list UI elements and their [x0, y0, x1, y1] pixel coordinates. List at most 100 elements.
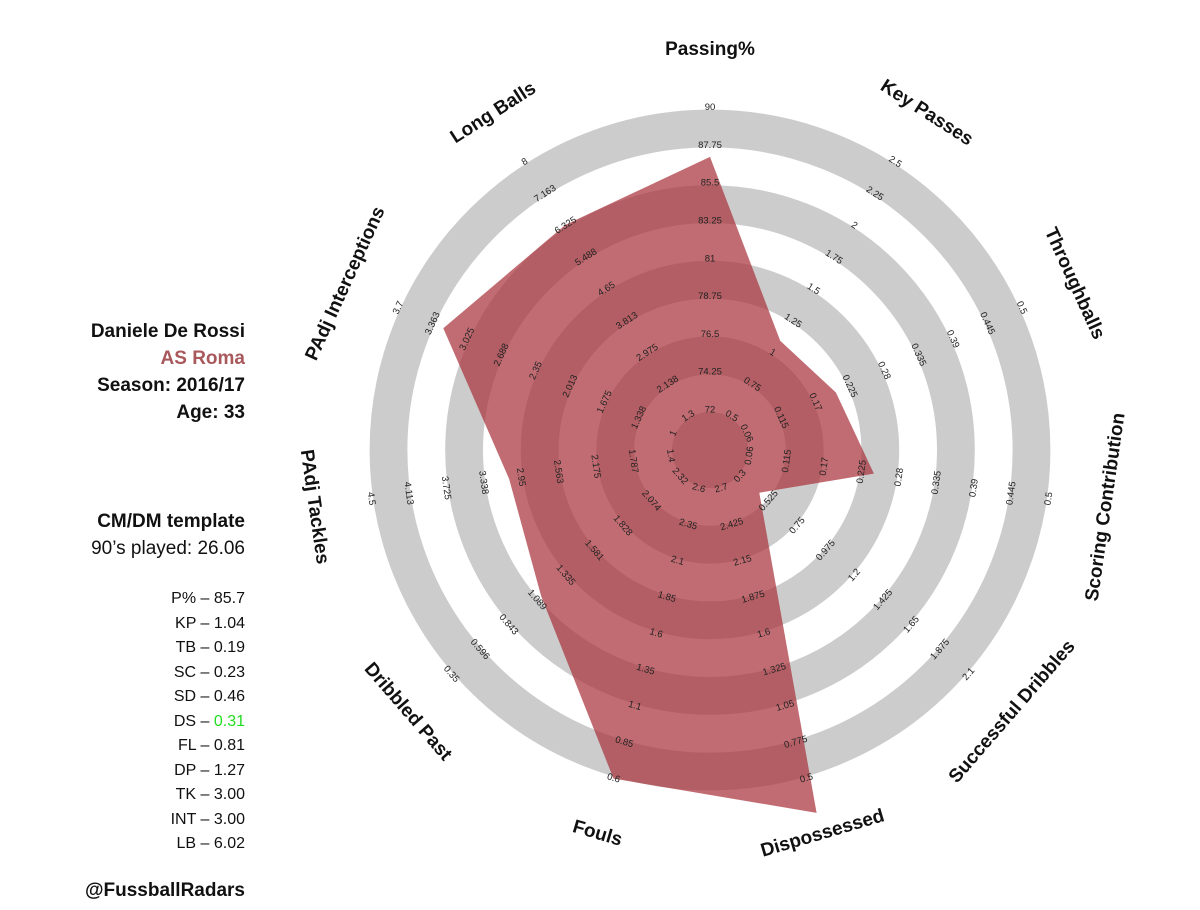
tick-label-padj-tackles: 3.725: [439, 475, 453, 500]
twitter-handle: @FussballRadars: [84, 880, 245, 901]
minutes-played: 90’s played: 26.06: [91, 538, 245, 559]
tick-label-padj-interceptions: 3.7: [391, 300, 406, 317]
axis-title-key-passes: Key Passes: [877, 76, 977, 151]
tick-label-passing-: 74.25: [698, 367, 722, 378]
stat-value: 3.00: [213, 810, 245, 828]
tick-label-scoring-contribution: 0.225: [855, 459, 869, 484]
stat-label: DP –: [174, 761, 214, 779]
stat-value: 85.7: [213, 590, 245, 607]
stat-row-pp: P% – 85.7: [171, 587, 245, 612]
tick-label-throughballs: 0.5: [1014, 300, 1029, 317]
stat-row-ds: DS – 0.31: [171, 710, 245, 735]
tick-label-padj-tackles: 2.175: [588, 454, 602, 479]
tick-label-scoring-contribution: 0.28: [893, 467, 907, 487]
tick-label-padj-tackles: 2.95: [514, 467, 528, 487]
stat-row-tk: TK – 3.00: [171, 783, 245, 808]
tick-label-dispossessed: 2.15: [732, 553, 753, 569]
tick-label-passing-: 81: [705, 253, 716, 264]
tick-label-padj-interceptions: 1: [668, 429, 680, 438]
stat-label: TK –: [175, 786, 214, 803]
tick-label-dispossessed: 1.05: [775, 698, 796, 714]
stat-value: 0.23: [213, 663, 245, 681]
stat-row-fl: FL – 0.81: [171, 734, 245, 759]
tick-label-fouls: 1.85: [656, 589, 677, 605]
axis-title-throughballs: Throughballs: [1040, 224, 1109, 342]
radar-data-polygon: [443, 156, 874, 813]
tick-label-passing-: 76.5: [701, 329, 720, 340]
player-name: Daniele De Rossi: [90, 321, 245, 342]
tick-label-fouls: 0.6: [606, 771, 622, 785]
stat-row-int: INT – 3.00: [171, 808, 245, 833]
stat-label: DS –: [173, 712, 214, 730]
tick-label-dispossessed: 2.7: [713, 481, 729, 495]
tick-label-fouls: 1.1: [627, 699, 643, 713]
tick-label-scoring-contribution: 0.39: [967, 478, 981, 498]
player-age: Age: 33: [176, 402, 245, 423]
tick-label-fouls: 2.1: [670, 554, 686, 568]
tick-label-padj-tackles: 1.4: [664, 448, 677, 463]
stat-row-sc: SC – 0.23: [171, 661, 245, 686]
stat-label: INT –: [170, 810, 214, 828]
stat-row-kp: KP – 1.04: [171, 612, 245, 637]
tick-label-fouls: 1.35: [635, 662, 656, 678]
axis-title-long-balls: Long Balls: [447, 78, 540, 148]
axis-title-fouls: Fouls: [570, 816, 625, 850]
tick-label-passing-: 83.25: [698, 216, 722, 227]
tick-label-passing-: 90: [705, 102, 716, 113]
tick-label-padj-tackles: 1.787: [626, 449, 640, 474]
tick-label-key-passes: 1: [767, 347, 777, 359]
axis-title-scoring-contribution: Scoring Contribution: [1082, 411, 1130, 602]
stat-row-dp: DP – 1.27: [171, 759, 245, 784]
stat-value: 0.31: [213, 712, 245, 730]
stat-label: FL –: [177, 737, 214, 754]
tick-label-fouls: 1.6: [648, 626, 664, 640]
template-name: CM/DM template: [97, 511, 245, 532]
tick-label-dispossessed: 0.5: [799, 771, 815, 785]
tick-label-long-balls: 8: [520, 156, 530, 168]
tick-label-key-passes: 2: [849, 220, 859, 232]
stat-value: 1.04: [213, 614, 245, 632]
tick-label-scoring-contribution: 0.115: [780, 449, 794, 473]
stat-label: SC –: [173, 663, 214, 681]
stat-row-sd: SD – 0.46: [171, 685, 245, 710]
stats-list: P% – 85.7 KP – 1.04 TB – 0.19 SC – 0.23 SD –…: [171, 587, 245, 857]
tick-label-passing-: 78.75: [698, 291, 722, 302]
stat-row-tb: TB – 0.19: [171, 636, 245, 661]
template-info: CM/DM template 90’s played: 26.06: [91, 508, 245, 562]
tick-label-padj-tackles: 4.113: [401, 481, 415, 505]
stat-label: SD –: [173, 688, 214, 705]
tick-label-fouls: 2.6: [691, 481, 707, 495]
tick-label-scoring-contribution: 0.06: [743, 446, 757, 466]
tick-label-scoring-contribution: 0.5: [1043, 491, 1056, 506]
tick-label-fouls: 0.85: [614, 734, 635, 750]
tick-label-scoring-contribution: 0.335: [930, 470, 944, 495]
stat-value: 3.00: [213, 786, 245, 803]
stat-value: 1.27: [213, 761, 245, 779]
radar-shape-layer: [443, 156, 874, 813]
stat-value: 6.02: [213, 835, 245, 852]
player-info: Daniele De Rossi AS Roma Season: 2016/17…: [91, 318, 245, 426]
stat-row-lb: LB – 6.02: [171, 832, 246, 857]
stat-label: P% –: [171, 590, 214, 607]
tick-label-passing-: 72: [705, 405, 716, 416]
tick-label-passing-: 85.5: [701, 178, 720, 189]
tick-label-padj-tackles: 4.5: [365, 491, 378, 506]
stat-label: TB –: [175, 639, 214, 656]
stat-label: KP –: [175, 614, 214, 632]
tick-label-padj-tackles: 2.563: [551, 459, 565, 484]
axis-title-dispossessed: Dispossessed: [758, 805, 887, 861]
stat-value: 0.19: [213, 639, 245, 656]
axis-title-padj-interceptions: PAdj Interceptions: [301, 204, 389, 364]
tick-label-fouls: 2.35: [678, 517, 699, 533]
stat-value: 0.46: [213, 688, 245, 705]
tick-label-scoring-contribution: 0.17: [818, 457, 832, 477]
axis-title-dribbled-past: Dribbled Past: [360, 659, 456, 766]
tick-label-dispossessed: 1.6: [756, 626, 772, 640]
tick-label-padj-tackles: 3.338: [476, 470, 490, 495]
stat-label: LB –: [176, 835, 214, 852]
axis-title-padj-tackles: PAdj Tackles: [296, 448, 333, 565]
player-season: Season: 2016/17: [97, 375, 245, 396]
stat-value: 0.81: [213, 737, 245, 754]
axis-title-passing-: Passing%: [665, 39, 755, 60]
